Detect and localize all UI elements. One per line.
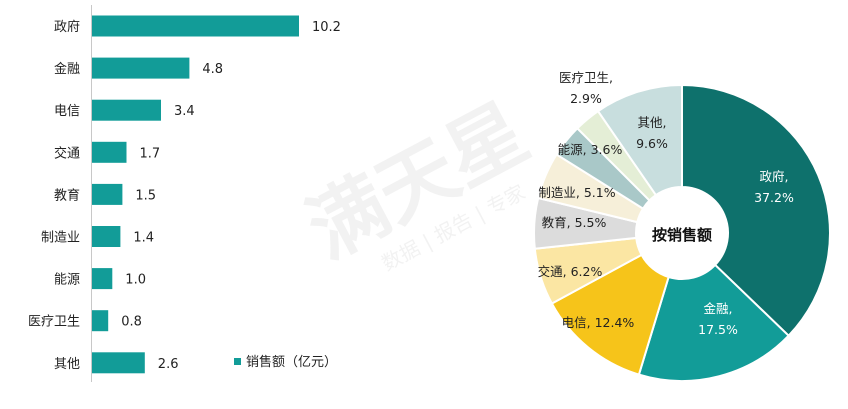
- bar-value-label: 4.8: [202, 62, 223, 77]
- bar-value-label: 1.4: [133, 231, 154, 246]
- legend-swatch: [234, 358, 241, 365]
- bar-category-label: 其他: [54, 357, 80, 372]
- donut-label: 能源, 3.6%: [558, 142, 623, 157]
- bar-value-label: 10.2: [312, 20, 341, 35]
- donut-value-label: 9.6%: [636, 136, 668, 151]
- bar: [92, 352, 145, 374]
- donut-label: 医疗卫生,: [559, 70, 613, 85]
- bar-category-label: 电信: [54, 104, 80, 119]
- bar-value-label: 3.4: [174, 104, 195, 119]
- donut-value-label: 17.5%: [698, 322, 738, 337]
- donut-label: 电信, 12.4%: [562, 315, 635, 330]
- donut-value-label: 2.9%: [570, 91, 602, 106]
- bar: [92, 226, 121, 247]
- bar-value-label: 0.8: [121, 315, 142, 330]
- bar: [92, 15, 299, 37]
- bar-category-label: 政府: [54, 20, 80, 35]
- legend-label: 销售额（亿元）: [246, 354, 337, 370]
- donut-slice: [637, 263, 791, 382]
- bar-category-label: 能源: [54, 273, 80, 288]
- bar: [92, 57, 190, 79]
- donut-slice: [550, 253, 670, 376]
- bar-value-label: 1.5: [135, 188, 156, 203]
- donut-label: 交通, 6.2%: [538, 264, 603, 279]
- donut-slice: [596, 83, 683, 197]
- bar-legend: 销售额（亿元）: [234, 354, 337, 370]
- bar-category-label: 教育: [54, 187, 80, 203]
- donut-label: 教育, 5.5%: [542, 215, 607, 230]
- bar-category-label: 交通: [54, 145, 80, 161]
- donut-value-label: 37.2%: [754, 190, 794, 205]
- bar-value-label: 1.7: [140, 146, 161, 161]
- donut-label: 政府,: [760, 169, 789, 184]
- bar-value-label: 2.6: [158, 357, 179, 372]
- donut-label: 金融,: [704, 301, 733, 316]
- bar: [92, 183, 123, 205]
- bar-category-label: 制造业: [41, 231, 80, 246]
- donut-slice: [681, 83, 831, 338]
- donut-center-label: 按销售额: [652, 226, 712, 244]
- bar-category-label: 医疗卫生: [28, 315, 80, 330]
- donut-label: 制造业, 5.1%: [538, 185, 615, 200]
- bar: [92, 310, 109, 332]
- bar-value-label: 1.0: [125, 273, 146, 288]
- bar: [92, 268, 113, 290]
- donut-label: 其他,: [638, 115, 667, 130]
- bar: [92, 141, 127, 163]
- bar-category-label: 金融: [54, 61, 80, 77]
- bar: [92, 99, 161, 121]
- bar-chart: 政府 10.2 金融 4.8 电信 3.4 交通 1.7 教育 1.5 制造业 1.4 能源 1.0 医疗卫…: [28, 5, 341, 382]
